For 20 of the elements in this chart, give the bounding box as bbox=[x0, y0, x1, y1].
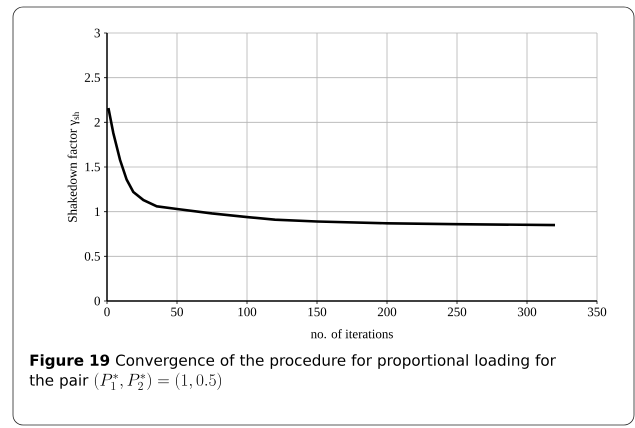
y-tick-label: 0.5 bbox=[84, 252, 100, 261]
y-tick-label: 0 bbox=[94, 296, 100, 306]
y-axis-title: Shakedown factor γ$_{sh}$ bbox=[68, 112, 80, 222]
text: the pair bbox=[30, 374, 88, 389]
x-axis-title: no. of iterations bbox=[310, 329, 393, 338]
x-tick-label: 100 bbox=[238, 308, 256, 316]
y-tick-label: 3 bbox=[94, 28, 100, 38]
x-tick-label: 200 bbox=[378, 308, 396, 316]
y-tick-label: 1 bbox=[95, 207, 100, 216]
y-tick-label: 2 bbox=[94, 118, 100, 127]
text: Figure 19 Convergence of the procedure for proportional loading for bbox=[30, 354, 556, 369]
x-tick-label: 150 bbox=[308, 308, 326, 316]
text: $(P_1^*,P_2^*) = (1,0.5)$ bbox=[94, 372, 221, 390]
x-tick-label: 350 bbox=[588, 308, 606, 316]
x-tick-label: 0 bbox=[104, 308, 110, 316]
x-tick-label: 50 bbox=[171, 308, 183, 316]
y-tick-label: 2.5 bbox=[84, 73, 100, 82]
x-tick-label: 250 bbox=[448, 308, 466, 316]
x-tick-label: 300 bbox=[518, 308, 536, 316]
y-tick-label: 1.5 bbox=[85, 162, 100, 172]
